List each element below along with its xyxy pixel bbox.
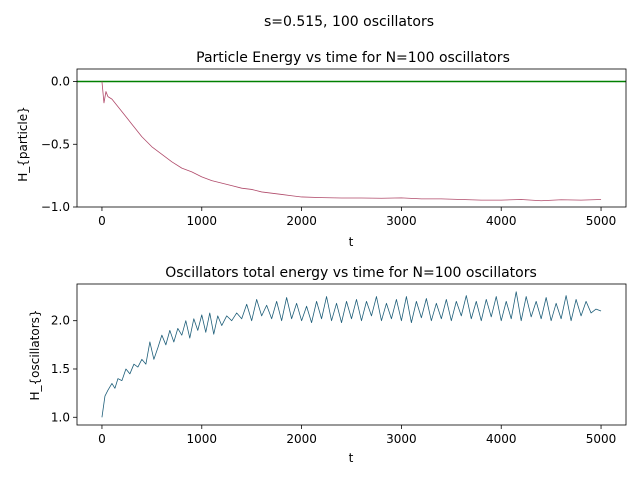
bottom-x-tick-label: 5000 <box>586 432 617 446</box>
bottom-x-tick-label: 2000 <box>286 432 317 446</box>
bottom-y-axis-label: H_{oscillators} <box>28 309 42 400</box>
bottom-x-tick-label: 3000 <box>386 432 417 446</box>
top-y-axis-label: H_{particle} <box>16 106 30 182</box>
bottom-chart-title: Oscillators total energy vs time for N=1… <box>165 265 537 281</box>
figure-suptitle: s=0.515, 100 oscillators <box>264 14 434 30</box>
top-chart-title: Particle Energy vs time for N=100 oscill… <box>196 50 510 66</box>
top-x-axis-label: t <box>349 235 354 249</box>
top-series-line <box>101 81 602 202</box>
bottom-axes: Oscillators total energy vs time for N=1… <box>28 265 627 465</box>
bottom-series-line <box>101 291 602 418</box>
bottom-y-tick-label: 1.5 <box>51 362 70 376</box>
bottom-y-tick-label: 2.0 <box>51 314 70 328</box>
bottom-y-tick-label: 1.0 <box>51 410 70 424</box>
top-y-tick-label: 0.0 <box>51 75 70 89</box>
top-x-tick-label: 5000 <box>586 214 617 228</box>
top-x-tick-label: 2000 <box>286 214 317 228</box>
top-x-tick-label: 0 <box>98 214 106 228</box>
top-y-tick-label: −0.5 <box>41 137 70 151</box>
bottom-x-tick-label: 0 <box>98 432 106 446</box>
bottom-x-tick-label: 4000 <box>486 432 517 446</box>
top-y-tick-label: −1.0 <box>41 200 70 214</box>
top-plot-area: 0 1000 2000 3000 4000 5000 −1.0 −0.5 0.0 <box>41 68 627 228</box>
top-x-tick-label: 4000 <box>486 214 517 228</box>
bottom-x-tick-label: 1000 <box>186 432 217 446</box>
bottom-plot-area: 0 1000 2000 3000 4000 5000 1.0 1.5 2.0 <box>51 283 627 446</box>
top-axes: Particle Energy vs time for N=100 oscill… <box>16 50 627 249</box>
top-x-tick-label: 1000 <box>186 214 217 228</box>
top-x-tick-label: 3000 <box>386 214 417 228</box>
bottom-axes-frame <box>76 283 627 426</box>
bottom-x-axis-label: t <box>349 451 354 465</box>
top-axes-frame <box>76 68 627 208</box>
